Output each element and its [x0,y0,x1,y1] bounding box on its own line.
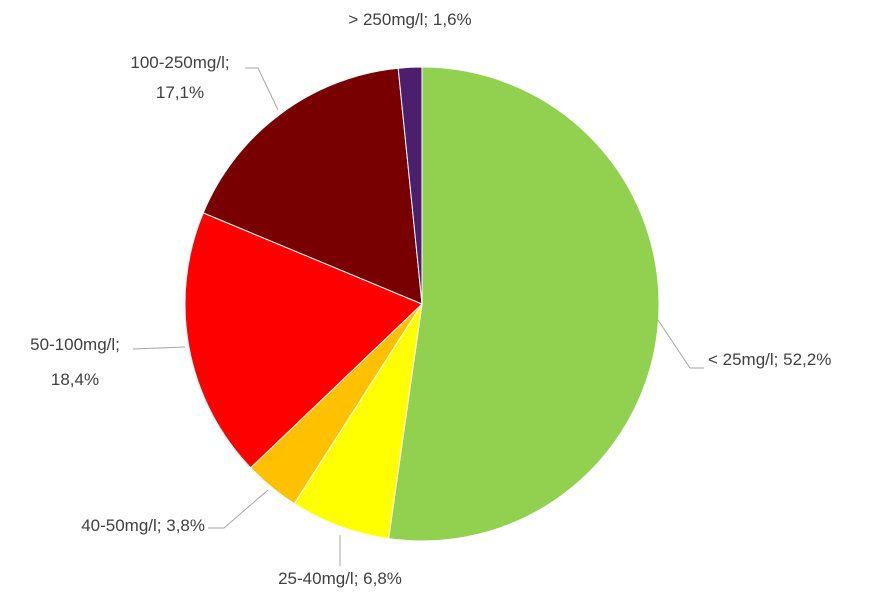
data-label: 100-250mg/l; 17,1% [130,53,230,102]
data-label: > 250mg/l; 1,6% [348,10,472,29]
data-label: 40-50mg/l; 3,8% [81,516,205,535]
leader-line [208,489,269,529]
pie-slice [202,67,423,305]
leader-line [245,67,279,111]
leader-line [132,346,186,350]
data-label: 25-40mg/l; 6,8% [278,569,402,588]
data-label: 50-100mg/l; 18,4% [30,335,120,389]
leader-line [657,319,704,369]
pie-slice [184,212,423,469]
pie-slice [397,66,423,305]
pie-slice [388,66,660,542]
data-label: < 25mg/l; 52,2% [708,350,832,369]
